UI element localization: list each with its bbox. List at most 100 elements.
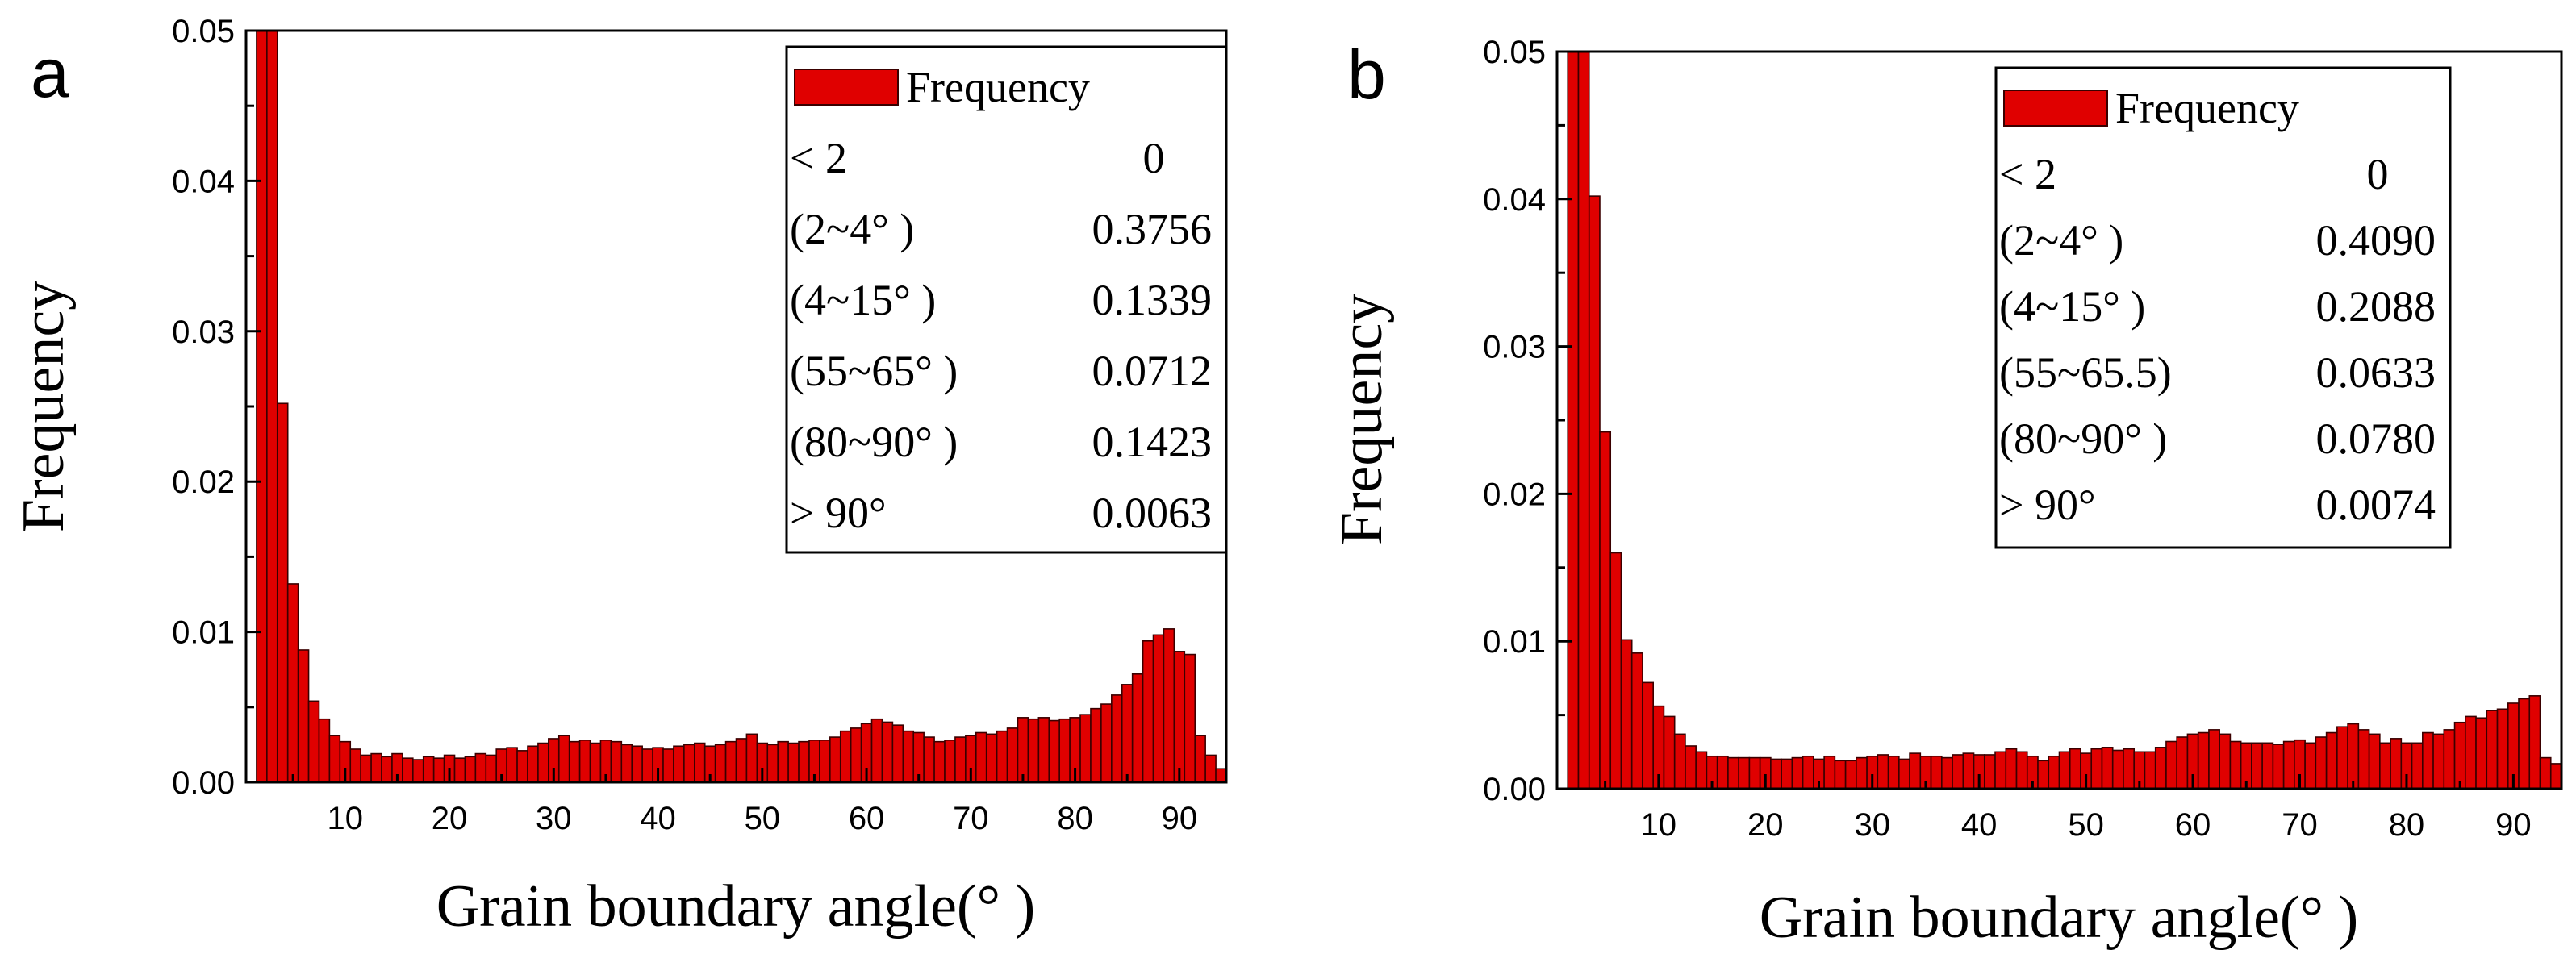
legend-row-value: 0.0063	[1092, 489, 1213, 537]
x-tick-label: 30	[1854, 807, 1890, 843]
chart-panel-a: 10 20 30 40 50 60 70 80 900.000.010.020.030.040.…	[10, 14, 1228, 940]
bar	[766, 744, 779, 783]
legend-row-value: 0.0633	[2316, 348, 2436, 397]
bar	[777, 740, 789, 783]
bar	[1994, 751, 2007, 790]
bar	[2390, 738, 2403, 790]
bar	[2251, 742, 2263, 790]
x-tick-label: 80	[1057, 801, 1093, 836]
bar	[2496, 708, 2509, 790]
bar	[1673, 733, 1686, 790]
y-tick-label: 0.04	[1483, 182, 1546, 218]
bar	[1121, 684, 1134, 783]
x-tick-label: 70	[953, 801, 989, 836]
legend-series-label: Frequency	[2115, 84, 2299, 132]
legend-box	[785, 45, 1228, 554]
y-tick-label: 0.03	[172, 315, 235, 350]
bar	[2219, 733, 2232, 790]
legend-swatch	[794, 69, 899, 106]
bar	[2379, 742, 2391, 790]
bar	[474, 752, 487, 783]
bar	[422, 756, 435, 783]
bar	[641, 748, 653, 783]
bar	[1588, 195, 1601, 790]
y-axis: 0.00 0.01 0.02 0.03 0.04 0.05	[1483, 35, 1572, 807]
legend-series-label: Frequency	[906, 63, 1090, 111]
legend-row-label: (2~4° )	[790, 205, 914, 253]
legend-row-label: (55~65° )	[790, 347, 958, 395]
bar	[2005, 748, 2018, 790]
bar	[2069, 748, 2081, 790]
bar	[1983, 754, 1996, 790]
legend-row-label: < 2	[790, 134, 847, 182]
y-tick-label: 0.01	[1483, 624, 1546, 660]
bar	[1152, 634, 1165, 783]
bar	[568, 740, 581, 783]
bar	[1100, 703, 1113, 783]
bar	[1952, 754, 1964, 790]
legend-row-label: (2~4° )	[1999, 216, 2123, 265]
bar	[2197, 731, 2210, 790]
y-tick-label: 0.03	[1483, 330, 1546, 365]
bar	[631, 745, 643, 783]
bar	[610, 740, 623, 783]
legend-row-value: 0.3756	[1092, 205, 1213, 253]
bar	[2539, 756, 2552, 790]
bar	[2154, 747, 2167, 790]
bar	[464, 756, 477, 783]
legend-row-value: 0	[2367, 150, 2389, 198]
bar	[349, 748, 361, 783]
legend-row-value: 0.1423	[1092, 418, 1213, 466]
x-tick-label: 40	[640, 801, 676, 836]
bar	[693, 742, 706, 783]
bar	[1630, 652, 1643, 790]
bar	[2475, 717, 2488, 790]
legend-row-value: 0	[1143, 134, 1165, 182]
bar	[2058, 751, 2071, 790]
bar	[2176, 736, 2189, 790]
y-tick-label: 0.01	[172, 615, 235, 651]
y-tick-label: 0.05	[172, 14, 235, 49]
x-tick-label: 80	[2389, 807, 2425, 843]
bar	[1663, 715, 1676, 790]
bar	[2518, 698, 2531, 790]
bar	[1770, 758, 1782, 790]
bar	[2282, 740, 2295, 790]
bar	[1048, 719, 1061, 783]
y-tick-label: 0.02	[1483, 477, 1546, 512]
bar	[2037, 760, 2050, 790]
bar	[1856, 756, 1868, 790]
bar	[2208, 729, 2220, 790]
bar	[944, 740, 956, 783]
bar	[620, 744, 633, 783]
legend-row-label: (4~15° )	[1999, 282, 2145, 331]
legend-row-value: 0.2088	[2316, 282, 2436, 331]
bar	[2261, 742, 2274, 790]
bar	[2048, 755, 2060, 790]
bar	[1142, 640, 1154, 783]
bar	[2549, 763, 2562, 790]
y-axis-title: Frequency	[1329, 294, 1395, 545]
bar	[1844, 760, 1857, 790]
x-tick-label: 10	[1641, 807, 1677, 843]
bar	[1685, 745, 1697, 790]
bar	[2486, 710, 2499, 790]
bar	[683, 744, 695, 783]
bar	[1215, 768, 1227, 783]
bar	[1194, 735, 1206, 783]
bar	[537, 742, 549, 783]
bar	[1716, 755, 1729, 790]
bar	[996, 730, 1008, 783]
panel-label: b	[1347, 36, 1386, 114]
y-tick-label: 0.00	[172, 765, 235, 801]
bar	[819, 740, 831, 783]
bar	[1930, 755, 1943, 790]
legend-row-label: > 90°	[790, 489, 887, 537]
bar	[453, 757, 466, 783]
legend: Frequency < 2 0 (2~4° ) 0.4090 (4~15° ) 0.2088…	[1994, 66, 2452, 549]
bar	[2165, 740, 2177, 790]
legend: Frequency < 2 0 (2~4° ) 0.3756 (4~15° ) 0.1339…	[785, 45, 1228, 554]
y-tick-label: 0.00	[1483, 772, 1546, 807]
bar	[2090, 748, 2103, 790]
bar	[1577, 51, 1590, 790]
